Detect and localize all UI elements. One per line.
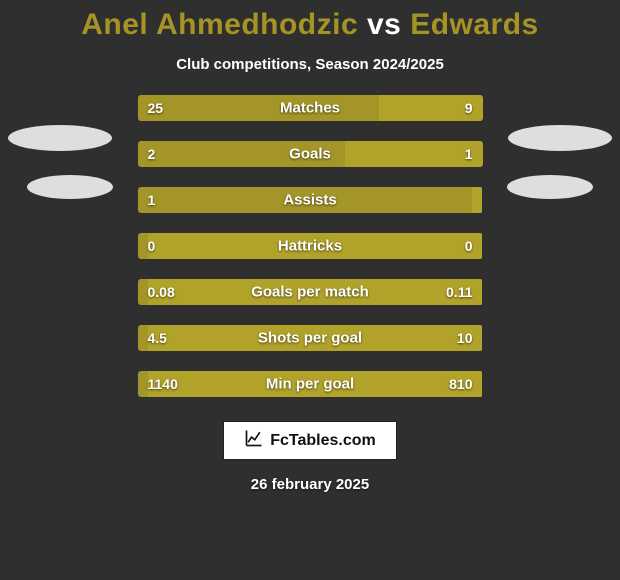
- stat-right-value: 9: [465, 100, 473, 116]
- comparison-card: Anel Ahmedhodzic vs Edwards Club competi…: [0, 0, 620, 580]
- page-title: Anel Ahmedhodzic vs Edwards: [81, 8, 539, 42]
- branding-badge: FcTables.com: [223, 421, 397, 460]
- player1-name: Anel Ahmedhodzic: [81, 8, 358, 41]
- stat-row: 21Goals: [138, 141, 483, 167]
- stat-right-value: 10: [457, 330, 473, 346]
- stat-left-value: 2: [148, 146, 156, 162]
- stat-value-labels: 1140 810: [138, 371, 483, 397]
- stat-row: 259Matches: [138, 95, 483, 121]
- stat-value-labels: 4.5 10: [138, 325, 483, 351]
- stat-row: 4.510Shots per goal: [138, 325, 483, 351]
- stat-value-labels: 21: [138, 141, 483, 167]
- branding-text: FcTables.com: [270, 432, 376, 450]
- stat-right-value: 0: [465, 238, 473, 254]
- stat-value-labels: 1: [138, 187, 483, 213]
- title-vs: vs: [367, 8, 401, 41]
- decorative-ellipse: [8, 125, 112, 151]
- stat-value-labels: 00: [138, 233, 483, 259]
- stat-value-labels: 25 9: [138, 95, 483, 121]
- stat-right-value: 1: [465, 146, 473, 162]
- stat-left-value: 0: [148, 238, 156, 254]
- stat-right-value: 810: [449, 376, 472, 392]
- stat-left-value: 0.08: [148, 284, 175, 300]
- stats-area: 259Matches21Goals1Assists00Hattricks0.08…: [0, 95, 620, 397]
- stat-row: 00Hattricks: [138, 233, 483, 259]
- decorative-ellipse: [507, 175, 593, 199]
- decorative-ellipse: [27, 175, 113, 199]
- stat-row: 1Assists: [138, 187, 483, 213]
- stat-left-value: 4.5: [148, 330, 167, 346]
- subtitle: Club competitions, Season 2024/2025: [176, 56, 444, 73]
- stat-left-value: 25: [148, 100, 164, 116]
- stat-row: 1140810Min per goal: [138, 371, 483, 397]
- stat-row: 0.080.11Goals per match: [138, 279, 483, 305]
- stat-right-value: 0.11: [446, 284, 472, 300]
- stat-value-labels: 0.08 0.11: [138, 279, 483, 305]
- stat-left-value: 1: [148, 192, 156, 208]
- stat-left-value: 1140: [148, 376, 178, 392]
- player2-name: Edwards: [410, 8, 539, 41]
- decorative-ellipse: [508, 125, 612, 151]
- date-label: 26 february 2025: [251, 476, 369, 493]
- chart-icon: [244, 428, 264, 453]
- stat-rows: 259Matches21Goals1Assists00Hattricks0.08…: [138, 95, 483, 397]
